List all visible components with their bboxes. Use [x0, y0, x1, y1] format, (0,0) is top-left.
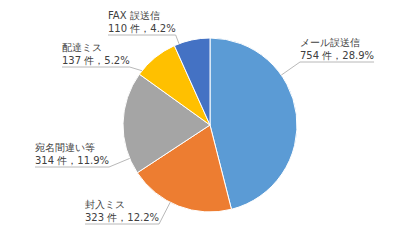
leader-line — [176, 35, 179, 44]
slice-label: メール誤送信 — [300, 37, 360, 48]
data-label: 754 件，28.9% — [300, 50, 374, 61]
data-label: 110 件，4.2% — [108, 23, 176, 34]
label-underline — [300, 62, 374, 63]
leader-line — [130, 67, 142, 71]
data-label: 323 件，12.2% — [85, 212, 159, 223]
leader-line — [159, 202, 170, 224]
pie-slice — [174, 38, 210, 125]
label-underline — [62, 67, 130, 68]
leader-line — [281, 62, 300, 75]
chart: メール誤送信 754 件，28.9% 封入ミス 323 件，12.2% 宛名間違い等 31… — [0, 0, 400, 240]
slice-label: FAX 誤送信 — [108, 10, 160, 21]
labels: メール誤送信 754 件，28.9% 封入ミス 323 件，12.2% 宛名間違い等 31… — [35, 10, 374, 224]
label-underline — [35, 167, 109, 168]
leader-line — [109, 158, 130, 167]
pie — [123, 38, 297, 212]
slice-label: 封入ミス — [85, 199, 125, 210]
label-underline — [85, 224, 159, 225]
data-label: 314 件，11.9% — [35, 155, 109, 166]
label-underline — [108, 35, 176, 36]
slice-label: 配達ミス — [62, 42, 102, 53]
data-label: 137 件，5.2% — [62, 55, 130, 66]
slice-label: 宛名間違い等 — [35, 142, 95, 153]
